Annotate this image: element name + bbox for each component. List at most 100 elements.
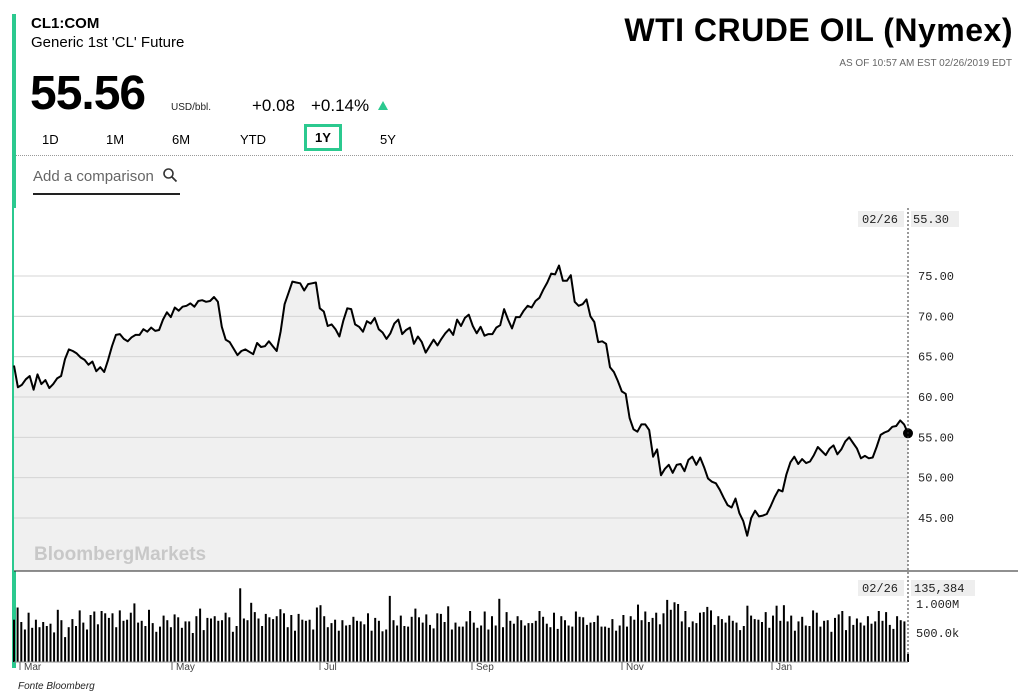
volume-bar (370, 630, 373, 662)
volume-bar (695, 623, 698, 662)
volume-bar (367, 613, 369, 662)
volume-bar (93, 611, 96, 662)
volume-bar (385, 629, 388, 662)
tab-1y[interactable]: 1Y (304, 124, 342, 151)
volume-bar (717, 616, 720, 662)
volume-bar (253, 612, 256, 662)
volume-bar (888, 624, 891, 662)
volume-bar (746, 605, 749, 662)
volume-bar (753, 619, 756, 662)
volume-bar (476, 627, 479, 662)
ticker-symbol: CL1:COM (31, 15, 100, 32)
range-tabs: 1D 1M 6M YTD 1Y 5Y (16, 124, 1013, 156)
volume-bar (261, 626, 264, 662)
volume-bar (903, 621, 906, 662)
volume-bar (199, 608, 202, 662)
volume-value-box (911, 580, 975, 596)
volume-bar (224, 612, 227, 662)
volume-bar (228, 617, 231, 662)
volume-bar (589, 622, 592, 662)
volume-bar (297, 613, 300, 662)
volume-bar (761, 622, 763, 662)
volume-bar (534, 620, 537, 662)
add-comparison-field[interactable]: Add a comparison (33, 163, 180, 195)
volume-bar (600, 626, 603, 662)
volume-bar (607, 627, 610, 662)
volume-bar (553, 612, 555, 662)
instrument-description: Generic 1st 'CL' Future (31, 34, 185, 51)
volume-bar (23, 629, 26, 662)
volume-bar (673, 602, 676, 662)
tab-1m[interactable]: 1M (106, 132, 125, 147)
volume-bar (498, 598, 501, 662)
volume-bar (436, 613, 439, 662)
volume-bar (724, 622, 727, 662)
tab-1d[interactable]: 1D (42, 132, 59, 147)
volume-bar (764, 612, 767, 662)
volume-bar (618, 625, 621, 662)
volume-bar (42, 622, 45, 662)
volume-bar (151, 623, 154, 662)
volume-bar (578, 616, 581, 662)
volume-bar (67, 627, 70, 662)
x-tick-label: Mar (24, 662, 42, 673)
volume-bar (118, 610, 121, 662)
volume-bar (845, 630, 847, 662)
volume-bar (574, 611, 577, 662)
volume-bar (877, 611, 880, 662)
volume-bar (852, 624, 855, 662)
volume-bar (294, 630, 296, 662)
volume-bar (166, 620, 169, 662)
volume-bar (742, 626, 745, 662)
volume-bar (870, 623, 873, 662)
volume-bar (779, 620, 782, 662)
volume-bar (819, 626, 822, 662)
volume-bar (567, 625, 570, 662)
tab-5y[interactable]: 5Y (380, 132, 396, 147)
volume-bar (217, 620, 220, 662)
volume-bar (20, 622, 23, 662)
volume-bar (691, 621, 694, 662)
volume-bar (874, 621, 877, 662)
volume-bar (896, 616, 899, 662)
tab-6m[interactable]: 6M (172, 132, 191, 147)
volume-bar (162, 615, 165, 662)
volume-bar (184, 621, 187, 662)
x-tick-label: Jan (776, 662, 792, 673)
volume-bar (396, 625, 399, 662)
volume-bar (191, 633, 194, 662)
search-icon[interactable] (162, 167, 178, 183)
volume-bar (465, 621, 468, 662)
volume-bar (155, 631, 158, 662)
tab-ytd[interactable]: YTD (240, 132, 266, 147)
volume-bar (348, 624, 351, 662)
volume-bar (815, 612, 818, 662)
volume-bar (133, 603, 136, 662)
volume-bar (458, 626, 461, 662)
volume-bar (239, 588, 242, 662)
volume-bar (669, 609, 672, 662)
volume-bar (410, 616, 413, 662)
crosshair-date: 02/26 (862, 213, 898, 227)
volume-bar (89, 615, 92, 662)
volume-bar (706, 606, 709, 662)
volume-bar (31, 627, 34, 662)
volume-bar (782, 605, 785, 662)
volume-bar (585, 624, 588, 662)
volume-bar (337, 630, 340, 662)
bloomberg-watermark: BloombergMarkets (34, 544, 206, 565)
volume-bar (713, 624, 716, 662)
volume-bar (582, 617, 585, 662)
volume-crosshair-value: 135,384 (914, 582, 964, 596)
x-tick-label: Sep (476, 662, 494, 673)
price-change-percent: +0.14% (311, 96, 370, 115)
volume-bar (662, 613, 665, 662)
add-comparison-placeholder: Add a comparison (33, 168, 154, 185)
volume-bar (381, 631, 384, 662)
volume-bar (177, 617, 180, 662)
volume-bar (27, 612, 30, 662)
volume-bar (622, 615, 625, 662)
volume-bar (472, 622, 475, 662)
volume-bar (173, 614, 176, 662)
volume-bar (527, 623, 530, 662)
